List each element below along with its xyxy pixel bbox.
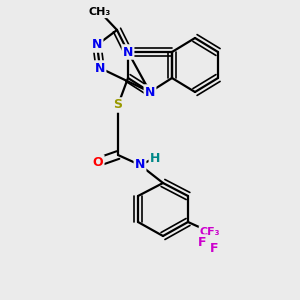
Text: S: S xyxy=(113,98,122,112)
Text: N: N xyxy=(145,85,155,98)
Text: CH₃: CH₃ xyxy=(89,7,111,17)
Text: N: N xyxy=(95,61,105,74)
Text: H: H xyxy=(150,152,160,164)
Text: N: N xyxy=(123,46,133,59)
Text: F: F xyxy=(210,242,218,254)
Text: N: N xyxy=(92,38,102,52)
Text: N: N xyxy=(135,158,145,172)
Text: F: F xyxy=(198,236,206,248)
Text: CF₃: CF₃ xyxy=(200,227,220,237)
Text: O: O xyxy=(93,155,103,169)
